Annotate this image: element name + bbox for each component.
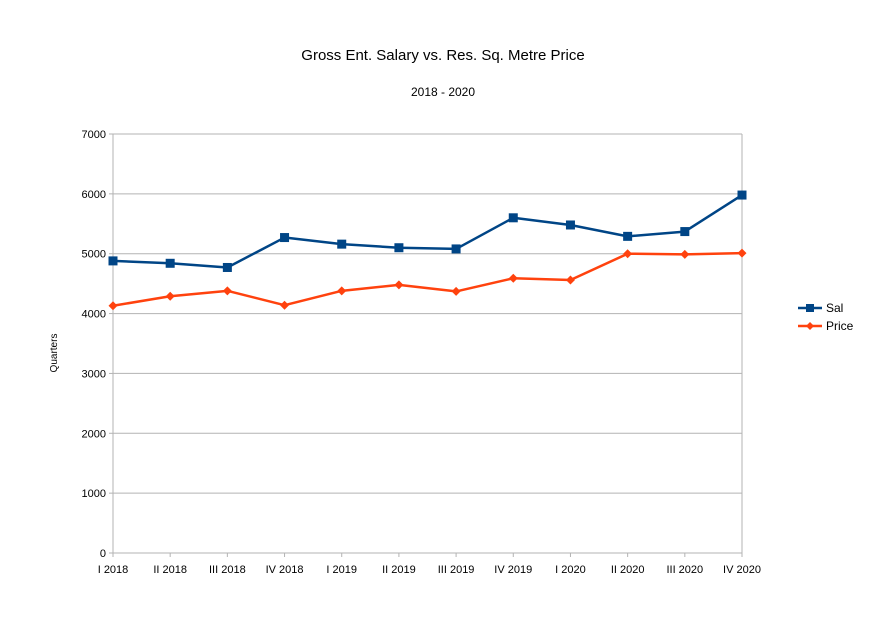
x-tick-label: IV 2019 [494, 564, 532, 576]
x-tick-label: II 2019 [382, 564, 416, 576]
y-tick-label: 7000 [82, 129, 106, 141]
data-point-sal [165, 258, 175, 268]
x-tick-label: III 2019 [438, 564, 475, 576]
y-axis-label: Quarters [49, 334, 60, 373]
data-point-sal [680, 227, 690, 237]
legend-swatch-sal [798, 304, 822, 312]
y-tick-label: 5000 [82, 249, 106, 261]
data-point-sal [280, 233, 290, 243]
data-point-price [165, 291, 175, 301]
series-line-price [112, 251, 743, 308]
data-point-sal [565, 220, 575, 230]
data-point-price [737, 248, 747, 258]
data-point-price [394, 280, 404, 290]
data-point-sal [222, 262, 232, 272]
legend-swatch-price [798, 322, 822, 330]
chart-subtitle: 2018 - 2020 [410, 85, 476, 99]
data-point-price [680, 249, 690, 259]
data-point-sal [337, 239, 347, 249]
data-point-price [280, 300, 290, 310]
x-tick-label: III 2020 [666, 564, 703, 576]
y-tick-label: 0 [100, 548, 106, 560]
x-tick-label: II 2020 [611, 564, 645, 576]
x-tick-label: IV 2018 [266, 564, 304, 576]
y-tick-label: 3000 [82, 368, 106, 380]
data-point-sal [394, 243, 404, 253]
chart-title: Gross Ent. Salary vs. Res. Sq. Metre Pri… [301, 47, 585, 64]
series-lines [108, 190, 747, 311]
data-point-price [337, 286, 347, 296]
x-tick-label: I 2020 [555, 564, 586, 576]
legend-label-sal: Sal [826, 301, 844, 315]
x-tick-label: II 2018 [153, 564, 187, 576]
data-point-sal [737, 190, 747, 200]
y-tick-label: 2000 [82, 428, 106, 440]
x-tick-label: I 2019 [326, 564, 357, 576]
legend: Sal Price [798, 299, 853, 335]
axes [109, 133, 743, 557]
x-tick-label: IV 2020 [723, 564, 761, 576]
data-point-sal [623, 231, 633, 241]
legend-label-price: Price [826, 319, 854, 333]
data-point-price [565, 275, 575, 285]
x-tick-label: I 2018 [98, 564, 129, 576]
grid-lines [113, 133, 742, 554]
data-point-price [623, 249, 633, 259]
legend-item-sal: Sal [798, 299, 853, 317]
data-point-sal [451, 244, 461, 254]
data-point-sal [508, 213, 518, 223]
y-tick-label: 6000 [82, 189, 106, 201]
data-point-price [108, 301, 118, 311]
data-point-price [222, 286, 232, 296]
y-tick-label: 4000 [82, 309, 106, 321]
y-tick-label: 1000 [82, 488, 106, 500]
legend-item-price: Price [798, 317, 853, 335]
x-tick-label: III 2018 [209, 564, 246, 576]
data-point-price [451, 286, 461, 296]
series-line-sal [112, 194, 743, 269]
tick-labels: 0 1000 2000 3000 4000 5000 6000 7000 I 2018 II 20… [82, 129, 761, 576]
data-point-price [508, 273, 518, 283]
data-point-sal [108, 256, 118, 266]
